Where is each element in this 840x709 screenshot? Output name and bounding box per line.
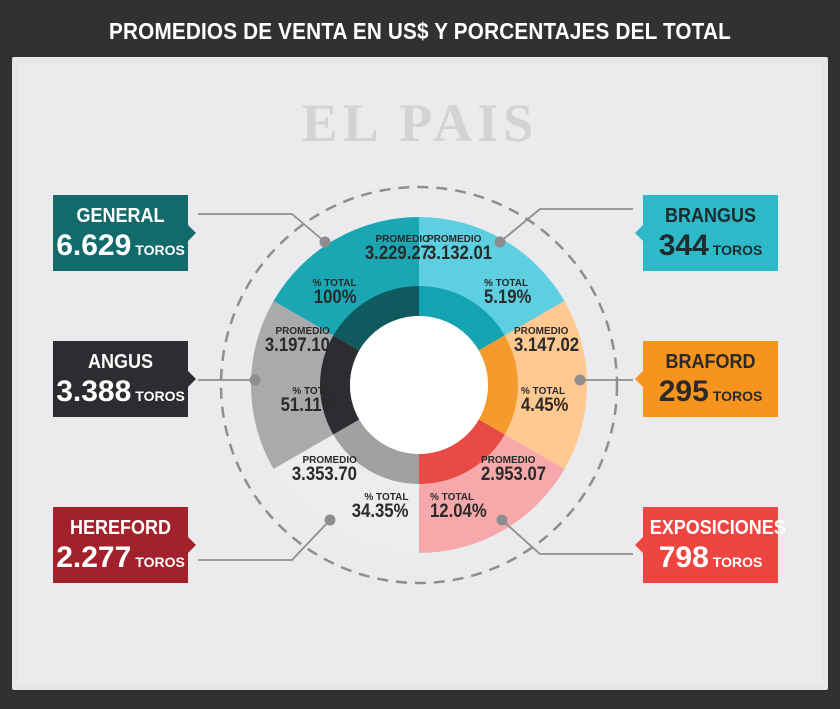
total-value: 100% <box>313 287 357 308</box>
category-name: ANGUS <box>87 351 153 373</box>
donut-segment-general <box>273 217 419 336</box>
donut-segment-angus <box>251 301 335 469</box>
category-box-brangus: BRANGUS 344 TOROS <box>643 195 778 271</box>
toros-unit: TOROS <box>135 242 185 258</box>
promedio-label-brangus: PROMEDIO 3.132.01 <box>427 234 493 264</box>
toros-count: 295 <box>658 375 709 408</box>
dashed-ring <box>219 185 619 585</box>
total-label-general: % TOTAL 100% <box>312 278 357 308</box>
donut-center <box>350 316 488 454</box>
box-pointer <box>188 537 196 553</box>
donut-inner-segment-brangus <box>419 286 505 351</box>
box-pointer <box>635 371 643 387</box>
brand-watermark: EL PAIS <box>301 93 539 153</box>
total-label-angus: % TOTAL 51.11% <box>280 386 337 416</box>
category-box-braford: BRAFORD 295 TOROS <box>643 341 778 417</box>
total-value: 4.45% <box>521 395 569 416</box>
connector-dot <box>496 514 508 526</box>
promedio-label-general: PROMEDIO 3.229.27 <box>364 234 430 264</box>
box-pointer <box>635 537 643 553</box>
category-name: GENERAL <box>76 205 165 227</box>
category-box-general: GENERAL 6.629 TOROS <box>53 195 188 271</box>
promedio-label-braford: PROMEDIO 3.147.02 <box>514 326 580 356</box>
donut-segment-braford <box>503 301 587 469</box>
toros-unit: TOROS <box>712 388 763 404</box>
category-box-exposiciones: EXPOSICIONES 798 TOROS <box>643 507 786 583</box>
donut-inner-segment-general <box>333 286 419 351</box>
connector-line <box>198 519 331 561</box>
promedio-value: 3.197.10 <box>264 335 330 356</box>
promedio-value: 3.353.70 <box>291 464 357 485</box>
connector-dot <box>249 374 261 386</box>
connector-line <box>501 519 633 555</box>
box-pointer <box>188 371 196 387</box>
toros-unit: TOROS <box>712 242 763 258</box>
toros-unit: TOROS <box>135 388 185 404</box>
connector-line <box>499 208 633 243</box>
total-label-brangus: % TOTAL 5.19% <box>484 278 532 308</box>
donut-segment-brangus <box>419 217 565 336</box>
promedio-value: 3.147.02 <box>514 335 580 356</box>
category-name: HEREFORD <box>69 517 171 539</box>
toros-count: 3.388 <box>56 375 132 408</box>
toros-count: 344 <box>658 229 709 262</box>
donut-inner-segment-exposiciones <box>419 419 505 484</box>
box-pointer <box>635 225 643 241</box>
connector-dot <box>494 236 506 248</box>
connector-dot <box>319 236 331 248</box>
promedio-label-hereford: PROMEDIO 3.353.70 <box>291 455 357 485</box>
category-box-hereford: HEREFORD 2.277 TOROS <box>53 507 188 583</box>
donut-inner-segment-braford <box>478 335 518 435</box>
total-label-hereford: % TOTAL 34.35% <box>351 492 409 522</box>
category-box-angus: ANGUS 3.388 TOROS <box>53 341 188 417</box>
toros-count: 798 <box>658 541 709 574</box>
toros-count: 2.277 <box>56 541 132 574</box>
promedio-label-exposiciones: PROMEDIO 2.953.07 <box>481 455 547 485</box>
donut-inner-segment-hereford <box>333 419 419 484</box>
total-label-braford: % TOTAL 4.45% <box>521 386 569 416</box>
connector-dot <box>324 514 336 526</box>
total-value: 5.19% <box>484 287 532 308</box>
total-value: 12.04% <box>430 501 487 522</box>
page-title: PROMEDIOS DE VENTA EN US$ Y PORCENTAJES … <box>109 18 731 44</box>
promedio-value: 2.953.07 <box>481 464 547 485</box>
category-name: EXPOSICIONES <box>649 517 786 539</box>
total-label-exposiciones: % TOTAL 12.04% <box>430 492 487 522</box>
toros-unit: TOROS <box>135 554 185 570</box>
connector-line <box>198 213 326 243</box>
toros-unit: TOROS <box>712 554 763 570</box>
donut-segment-exposiciones <box>419 434 565 553</box>
connector-dot <box>574 374 586 386</box>
box-pointer <box>188 225 196 241</box>
total-value: 34.35% <box>351 501 409 522</box>
promedio-value: 3.132.01 <box>427 243 493 264</box>
total-value: 51.11% <box>280 395 337 416</box>
category-name: BRANGUS <box>664 205 757 227</box>
promedio-value: 3.229.27 <box>364 243 430 264</box>
promedio-label-angus: PROMEDIO 3.197.10 <box>264 326 330 356</box>
category-name: BRAFORD <box>665 351 756 373</box>
donut-inner-segment-angus <box>319 335 360 435</box>
toros-count: 6.629 <box>56 229 132 262</box>
donut-segment-hereford <box>273 434 419 553</box>
